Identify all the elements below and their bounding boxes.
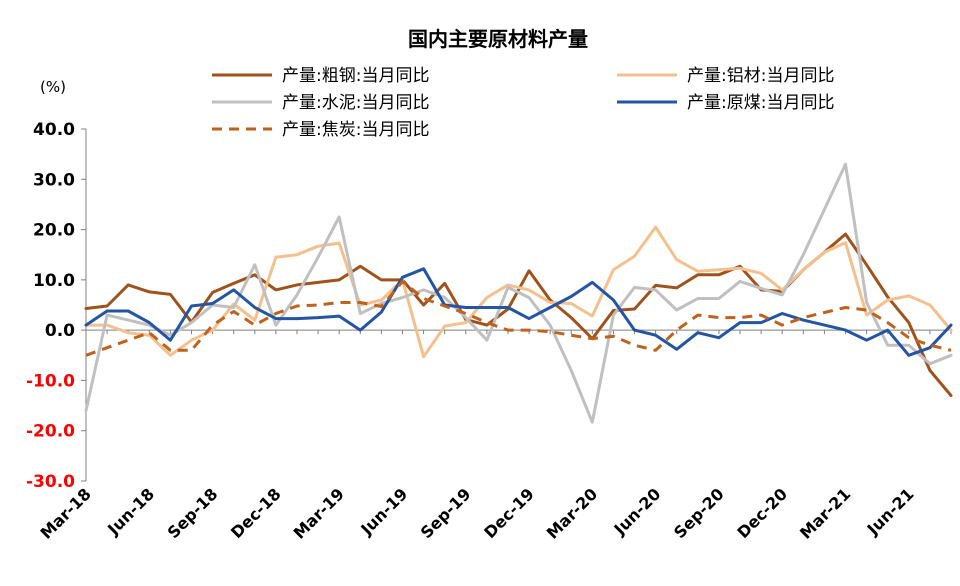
x-tick-label: Mar-20: [543, 484, 601, 542]
legend-label-1: 产量:铝材:当月同比: [687, 66, 834, 86]
y-axis-unit: (%): [40, 78, 66, 96]
legend-label-4: 产量:焦炭:当月同比: [282, 120, 429, 140]
series-line-2: [84, 162, 953, 424]
legend-label-3: 产量:原煤:当月同比: [687, 93, 834, 113]
x-tick-label: Mar-19: [290, 484, 348, 542]
legend-label-0: 产量:粗钢:当月同比: [282, 66, 429, 86]
y-tick-label: -20.0: [26, 422, 75, 442]
x-tick-label: Jun-20: [610, 484, 665, 539]
x-tick-label: Jun-19: [356, 484, 411, 539]
x-tick-label: Dec-19: [480, 484, 538, 542]
x-tick-label: Dec-20: [733, 484, 791, 542]
x-tick-label: Sep-18: [164, 484, 222, 542]
x-tick-label: Jun-18: [103, 484, 158, 539]
legend-label-2: 产量:水泥:当月同比: [282, 93, 429, 113]
series-group: [84, 162, 953, 424]
series-line-3: [84, 267, 953, 357]
series-line-4: [85, 279, 952, 357]
x-tick-label: Sep-20: [670, 484, 728, 542]
y-tick-label: 30.0: [33, 170, 75, 190]
y-tick-label: 0.0: [45, 321, 75, 341]
x-tick-label: Dec-18: [227, 484, 285, 542]
chart-title: 国内主要原材料产量: [408, 27, 588, 51]
y-tick-label: 10.0: [33, 271, 75, 291]
y-tick-label: -10.0: [26, 371, 75, 391]
x-axis: Mar-18 Jun-18 Sep-18 Dec-18 Mar-19 Jun-19 Sep-…: [36, 329, 952, 543]
x-tick-label: Mar-21: [796, 484, 854, 542]
y-axis: 40.0 30.0 20.0 10.0 0.0 -10.0 -20.0 -30.0: [26, 120, 87, 492]
x-tick-label: Sep-19: [417, 484, 475, 542]
series-line-0: [84, 232, 953, 397]
x-tick-label: Jun-21: [863, 484, 918, 539]
y-tick-label: 20.0: [33, 221, 75, 241]
x-tick-label: Mar-18: [36, 484, 94, 542]
y-tick-label: 40.0: [33, 120, 75, 140]
y-tick-label: -30.0: [26, 472, 75, 492]
